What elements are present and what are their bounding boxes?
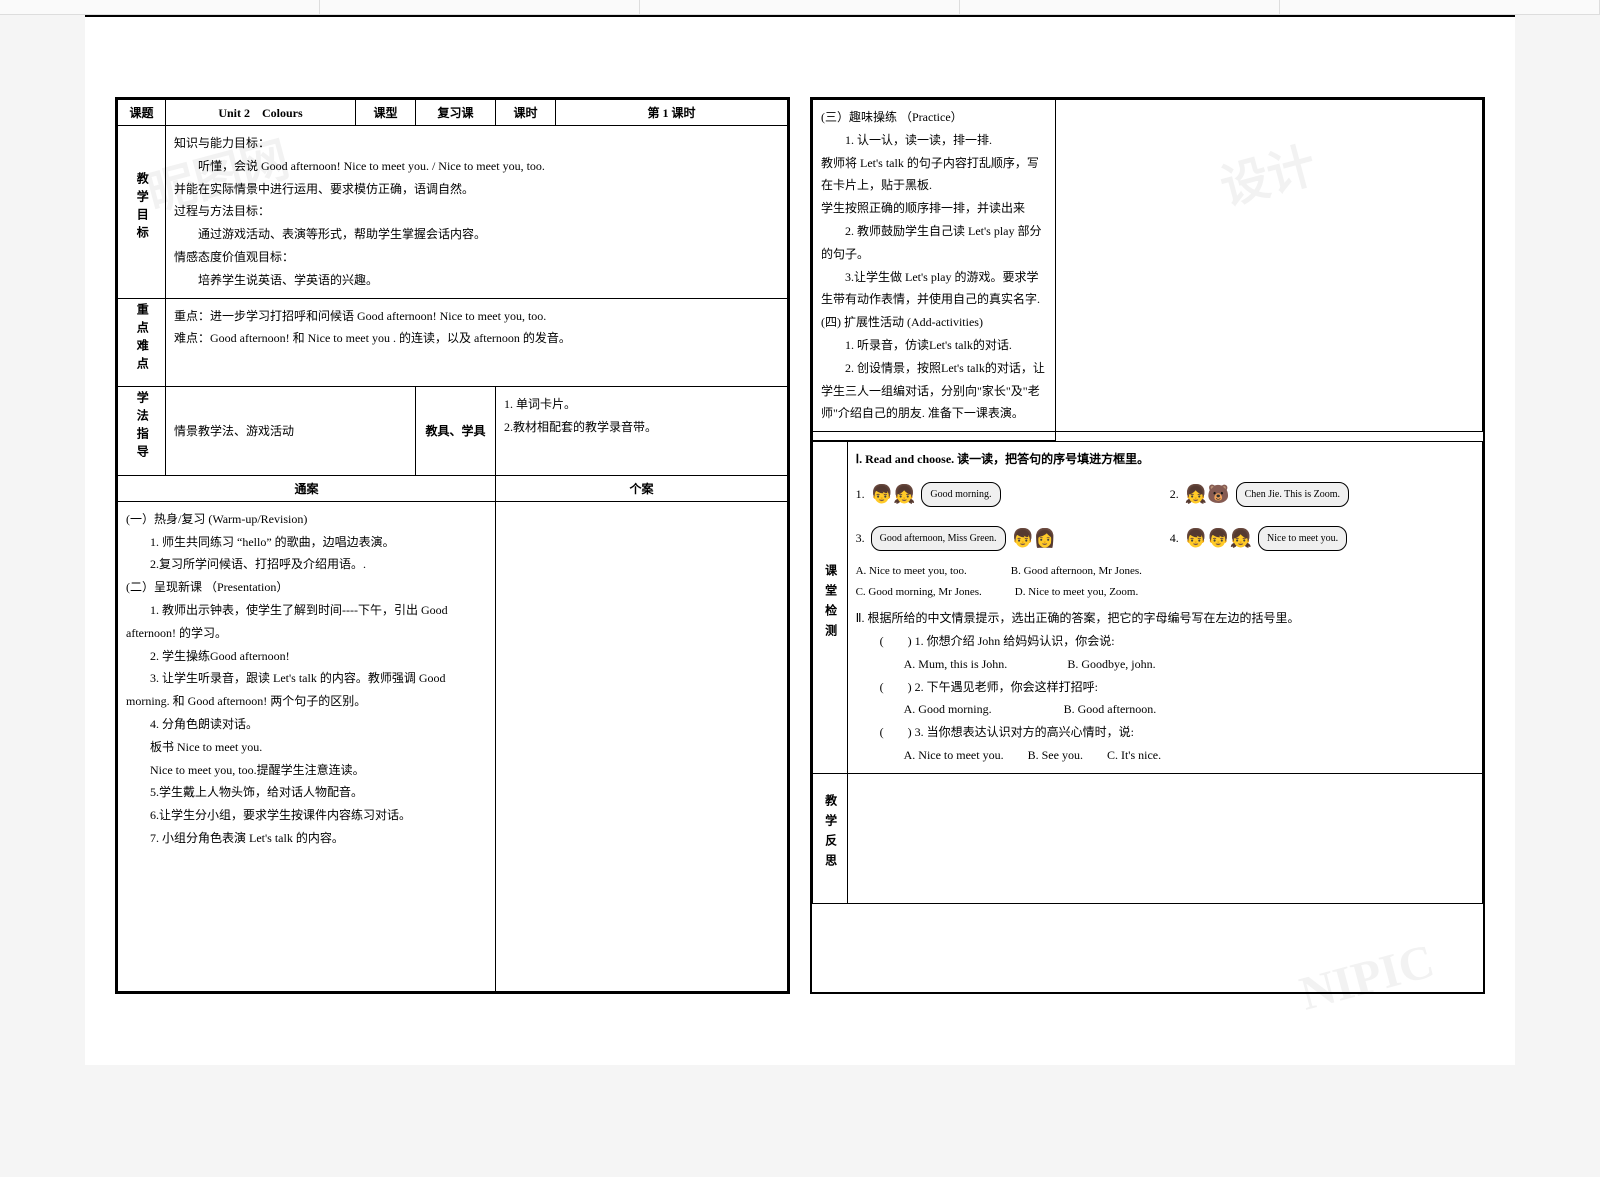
test-label: 课堂检测: [813, 442, 848, 774]
keydiff-label: 重点难点: [118, 298, 166, 387]
reflect-content: [847, 773, 1482, 903]
period-label: 课时: [496, 100, 556, 126]
method-label: 学法指导: [118, 387, 166, 476]
personal-plan-label: 个案: [496, 475, 788, 501]
topic-label: 课题: [118, 100, 166, 126]
right-plan-personal: [1055, 100, 1482, 432]
aids-label: 教具、学具: [416, 387, 496, 476]
aids-value: 1. 单词卡片。 2.教材相配套的教学录音带。: [496, 387, 788, 476]
test-label-cell: [813, 432, 1056, 441]
type-label: 课型: [356, 100, 416, 126]
general-plan-label: 通案: [118, 475, 496, 501]
reflect-label: 教学反思: [813, 773, 848, 903]
objectives-label: 教学目标: [118, 126, 166, 299]
left-page: 课题 Unit 2 Colours 课型 复习课 课时 第 1 课时 教学目标 …: [115, 97, 790, 994]
exercise-illustration: 1.👦👧Good morning. 2.👧🐻Chen Jie. This is …: [856, 477, 1474, 555]
method-value: 情景教学法、游戏活动: [166, 387, 416, 476]
document-sheet: 昵图网 设计 NIPIC 课题 Unit 2 Colours 课型 复习课 课时…: [85, 15, 1515, 1065]
topic-value: Unit 2 Colours: [166, 100, 356, 126]
keydiff-content: 重点：进一步学习打招呼和问候语 Good afternoon! Nice to …: [166, 298, 788, 387]
right-plan-content: (三）趣味操练 （Practice） 1. 认一认，读一读，排一排. 教师将 L…: [813, 100, 1056, 432]
period-value: 第 1 课时: [556, 100, 788, 126]
test-content: Ⅰ. Read and choose. 读一读，把答句的序号填进方框里。 1.👦…: [847, 442, 1482, 774]
objectives-content: 知识与能力目标： 听懂，会说 Good afternoon! Nice to m…: [166, 126, 788, 299]
right-page: (三）趣味操练 （Practice） 1. 认一认，读一读，排一排. 教师将 L…: [810, 97, 1485, 994]
general-plan-content: (一）热身/复习 (Warm-up/Revision) 1. 师生共同练习 “h…: [118, 501, 496, 991]
type-value: 复习课: [416, 100, 496, 126]
background-tabs: [0, 0, 1600, 15]
personal-plan-content: [496, 501, 788, 991]
